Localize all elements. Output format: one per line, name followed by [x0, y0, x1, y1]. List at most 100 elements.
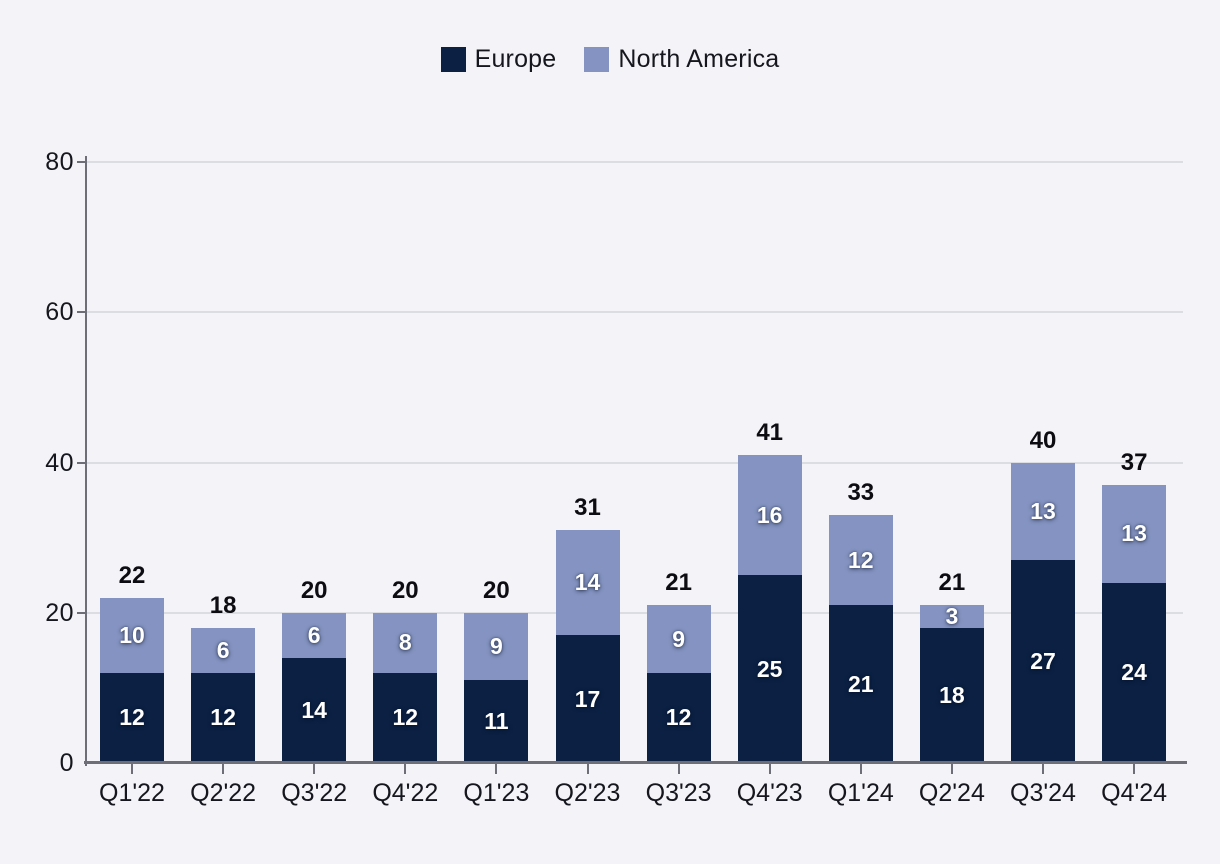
x-tick-mark	[495, 764, 498, 774]
x-axis-label: Q3'23	[645, 779, 712, 807]
y-tick-mark	[77, 311, 86, 314]
segment-value-label: 27	[1030, 648, 1056, 675]
segment-value-label: 12	[210, 704, 236, 731]
bar-total-label: 31	[574, 494, 601, 522]
bar-total-label: 18	[209, 591, 237, 619]
bar-total-label: 21	[938, 569, 966, 597]
segment-value-label: 10	[119, 621, 145, 648]
bar-segment-north-america: 13	[1011, 462, 1075, 561]
bar-segment-north-america: 9	[646, 605, 711, 673]
x-tick-mark	[859, 764, 862, 774]
legend-item-europe: Europe	[440, 45, 557, 74]
x-axis-label: Q4'22	[372, 779, 439, 807]
segment-value-label: 6	[216, 636, 230, 663]
bar-total-label: 22	[118, 561, 146, 589]
bar-segment-europe: 27	[1011, 560, 1075, 763]
y-axis-label: 40	[45, 448, 74, 477]
x-axis-label: Q2'23	[554, 779, 621, 807]
bar-segment-europe: 14	[282, 657, 347, 763]
y-tick-mark	[77, 161, 86, 163]
legend-label-europe: Europe	[474, 45, 557, 73]
bar-total-label: 21	[665, 569, 692, 597]
segment-value-label: 13	[1121, 520, 1147, 547]
bar-segment-europe: 12	[191, 672, 256, 763]
legend: Europe North America	[0, 45, 1220, 74]
y-axis-label: 20	[45, 598, 74, 627]
segment-value-label: 16	[756, 501, 783, 528]
x-axis-label: Q1'22	[99, 779, 165, 807]
bar-segment-europe: 12	[373, 672, 438, 763]
bar-segment-europe: 24	[1102, 582, 1167, 763]
bar-segment-north-america: 16	[737, 454, 802, 576]
segment-value-label: 21	[848, 670, 874, 697]
segment-value-label: 6	[307, 621, 321, 648]
legend-item-north-america: North America	[584, 45, 779, 74]
x-tick-mark	[586, 764, 589, 774]
bar-segment-north-america: 9	[464, 612, 529, 681]
bar-segment-north-america: 6	[282, 612, 347, 658]
segment-value-label: 12	[848, 546, 874, 573]
x-tick-mark	[1133, 764, 1136, 774]
x-axis-label: Q2'22	[190, 779, 257, 807]
y-axis-line	[85, 156, 87, 766]
bar-total-label: 20	[483, 576, 510, 604]
y-axis-label: 60	[45, 298, 74, 327]
segment-value-label: 14	[301, 696, 327, 723]
bar-segment-europe: 12	[646, 672, 711, 763]
bar-segment-europe: 17	[555, 635, 620, 763]
legend-swatch-europe	[440, 47, 466, 72]
x-tick-mark	[950, 764, 953, 774]
segment-value-label: 8	[398, 629, 412, 656]
gridline	[87, 161, 1183, 163]
bar-segment-europe: 21	[828, 605, 893, 763]
x-tick-mark	[313, 764, 316, 774]
x-axis-label: Q2'24	[918, 779, 985, 807]
segment-value-label: 14	[574, 569, 601, 596]
bar-total-label: 41	[756, 418, 784, 446]
bar-segment-europe: 25	[737, 575, 802, 763]
bar-segment-north-america: 6	[191, 627, 256, 673]
gridline	[87, 461, 1183, 464]
x-tick-mark	[131, 764, 133, 774]
segment-value-label: 12	[119, 704, 145, 731]
segment-value-label: 3	[945, 603, 959, 629]
segment-value-label: 24	[1121, 659, 1147, 686]
segment-value-label: 18	[939, 681, 965, 708]
bar-segment-north-america: 10	[100, 597, 164, 673]
legend-label-north-america: North America	[618, 45, 780, 73]
x-tick-mark	[768, 764, 771, 774]
legend-swatch-north-america	[584, 47, 610, 72]
bar-total-label: 37	[1120, 449, 1148, 477]
x-axis-line	[84, 761, 1187, 764]
bar-segment-north-america: 3	[919, 603, 984, 629]
bar-total-label: 33	[847, 479, 875, 507]
segment-value-label: 12	[392, 704, 419, 731]
bar-segment-north-america: 14	[555, 530, 620, 636]
x-axis-label: Q4'23	[736, 779, 803, 807]
x-axis-label: Q3'24	[1010, 779, 1076, 807]
x-axis-label: Q1'23	[463, 779, 530, 807]
bar-segment-europe: 11	[464, 680, 529, 763]
bar-segment-north-america: 8	[373, 612, 438, 673]
x-axis-label: Q3'22	[281, 779, 348, 807]
x-tick-mark	[222, 764, 225, 774]
y-axis-label: 0	[59, 749, 74, 777]
gridline	[87, 611, 1183, 614]
segment-value-label: 11	[484, 708, 509, 735]
bar-segment-europe: 12	[100, 672, 164, 763]
x-axis-label: Q4'24	[1101, 779, 1168, 807]
bar-total-label: 20	[300, 576, 328, 604]
x-tick-mark	[1042, 764, 1044, 774]
y-tick-mark	[77, 461, 86, 464]
segment-value-label: 17	[574, 685, 601, 712]
x-tick-mark	[404, 764, 407, 774]
y-tick-mark	[77, 611, 86, 614]
bar-total-label: 40	[1029, 426, 1057, 454]
x-axis-label: Q1'24	[827, 779, 894, 807]
segment-value-label: 13	[1030, 497, 1056, 524]
y-axis-label: 80	[45, 148, 74, 176]
segment-value-label: 9	[489, 633, 503, 660]
gridline	[87, 311, 1183, 314]
